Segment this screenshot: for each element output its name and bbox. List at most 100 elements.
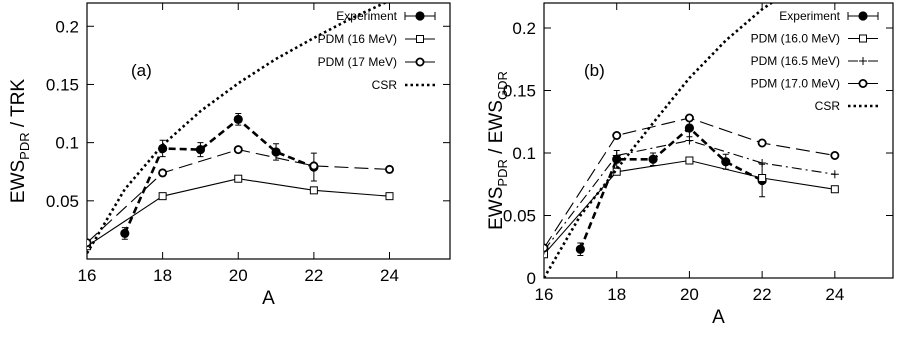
legend: Experiment PDM (16 MeV) PDM (17 MeV) CSR — [318, 9, 436, 92]
y-tick-label: 0 — [527, 269, 536, 288]
legend-label: PDM (17 MeV) — [318, 55, 397, 69]
legend-label: PDM (16 MeV) — [318, 32, 397, 46]
y-tick-label: 0.05 — [503, 207, 536, 226]
y-tick-label: 0.05 — [46, 192, 79, 211]
x-tick-label: 24 — [825, 285, 844, 304]
data-point — [721, 157, 731, 167]
data-point — [685, 156, 694, 165]
legend-item: PDM (17.0 MeV) — [751, 77, 878, 91]
y-axis-label: EWSPDR / TRK — [8, 79, 32, 204]
data-point — [158, 168, 168, 178]
data-point — [830, 185, 839, 194]
series-plus-dashdot-line — [544, 139, 835, 251]
data-point — [158, 143, 168, 154]
series-square-solid — [544, 156, 839, 259]
data-point — [830, 170, 839, 179]
data-point — [612, 130, 622, 140]
data-point — [758, 159, 767, 167]
x-tick-label: 18 — [153, 266, 172, 285]
chart-panel-a: 16 18 20 22 24 0.05 0.1 0.15 0.2 A EWSPDR / TRK (a)… — [8, 2, 451, 309]
data-point — [830, 150, 840, 160]
legend-label: PDM (16.0 MeV) — [751, 32, 840, 46]
legend-marker — [859, 34, 867, 43]
data-point — [612, 151, 621, 160]
data-point — [685, 136, 694, 145]
x-tick-label: 22 — [304, 266, 323, 285]
data-point — [158, 192, 167, 201]
legend-item: Experiment — [779, 9, 879, 23]
legend-label: Experiment — [779, 9, 840, 23]
legend-item: Experiment — [336, 9, 436, 23]
series-layer — [544, 3, 840, 278]
data-point — [385, 192, 394, 201]
legend-errorbar — [404, 12, 436, 20]
legend-item: PDM (16.0 MeV) — [751, 32, 878, 46]
series-circle-longdash-line — [87, 149, 390, 244]
series-experiment — [120, 113, 319, 240]
legend-label: PDM (17.0 MeV) — [751, 77, 840, 91]
plot-frame — [86, 2, 451, 260]
series-dotted — [87, 3, 388, 254]
legend-label: PDM (16.5 MeV) — [751, 54, 840, 68]
legend-item: CSR — [815, 99, 878, 113]
x-tick-label: 22 — [753, 285, 772, 304]
data-point — [271, 147, 281, 157]
series-square-solid-line — [87, 178, 390, 247]
x-tick-label: 20 — [680, 285, 699, 304]
legend-item: CSR — [372, 78, 435, 92]
data-point — [87, 238, 92, 248]
panel-label: (a) — [131, 61, 152, 80]
legend-marker — [416, 35, 424, 43]
panel-label: (b) — [584, 61, 605, 80]
y-tick-label: 0.2 — [512, 19, 536, 38]
series-experiment-line — [123, 117, 315, 234]
data-point — [384, 164, 394, 174]
legend-marker — [859, 57, 867, 65]
data-point — [544, 243, 549, 253]
y-tick-label: 0.15 — [503, 82, 536, 101]
data-point — [758, 174, 767, 182]
data-point — [233, 145, 243, 155]
y-tick-label: 0.1 — [55, 134, 79, 153]
legend-errorbar — [847, 12, 879, 20]
data-point — [684, 113, 694, 123]
x-tick-label: 24 — [380, 266, 399, 285]
legend-marker — [415, 11, 425, 21]
series-layer — [87, 3, 394, 254]
data-point — [309, 161, 319, 171]
y-tick-label: 0.1 — [512, 144, 536, 163]
data-point — [120, 228, 130, 238]
data-point — [648, 154, 658, 164]
legend-marker — [858, 79, 868, 89]
data-point — [309, 186, 318, 195]
legend-item: PDM (16 MeV) — [318, 32, 435, 46]
plot-frame — [543, 2, 894, 279]
x-tick-label: 16 — [535, 285, 554, 304]
legend: Experiment PDM (16.0 MeV) PDM (16.5 MeV) PD… — [751, 9, 879, 113]
chart-panel-b: 16 18 20 22 24 0 0.05 0.1 0.15 0.2 A EWSPDR / EWSGD… — [486, 2, 894, 328]
legend-label: Experiment — [336, 9, 397, 23]
legend-label: CSR — [815, 99, 841, 113]
y-axis-label: EWSPDR / EWSGDR — [486, 71, 510, 230]
x-tick-label: 18 — [607, 285, 626, 304]
legend-marker — [858, 11, 868, 21]
x-tick-label: 16 — [78, 266, 97, 285]
legend-label: CSR — [372, 78, 398, 92]
series-circle-longdash — [544, 113, 840, 253]
x-tick-label: 20 — [229, 266, 248, 285]
series-square-solid — [87, 174, 394, 251]
data-point — [544, 250, 548, 259]
series-experiment — [575, 118, 767, 256]
data-point — [684, 123, 695, 133]
series-circle-longdash — [87, 145, 394, 248]
y-tick-label: 0.2 — [55, 17, 79, 36]
series-dotted-line — [87, 3, 388, 254]
data-point — [757, 138, 767, 148]
legend-marker — [415, 57, 425, 67]
legend-item: PDM (17 MeV) — [318, 55, 435, 69]
legend-item: PDM (16.5 MeV) — [751, 54, 878, 68]
data-point — [233, 114, 243, 124]
y-tick-label: 0.15 — [46, 75, 79, 94]
